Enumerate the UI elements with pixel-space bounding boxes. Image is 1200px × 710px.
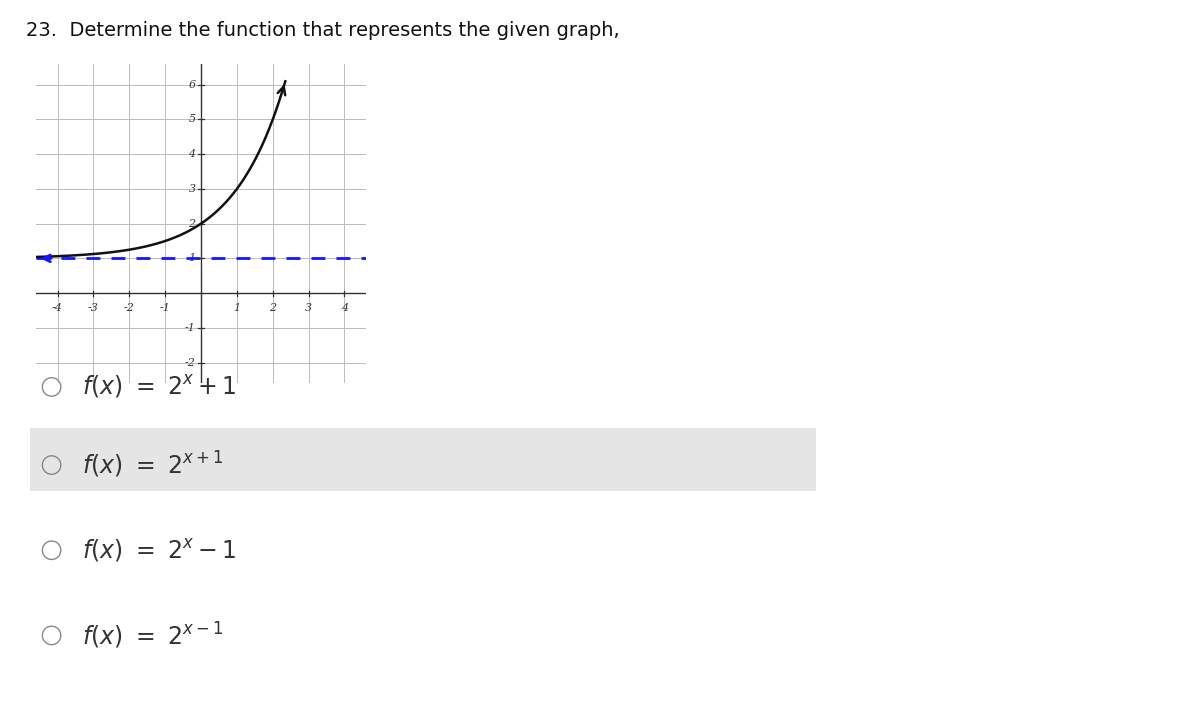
Text: 4: 4 <box>188 149 196 159</box>
Text: -3: -3 <box>88 303 98 313</box>
Text: -2: -2 <box>124 303 134 313</box>
Text: 1: 1 <box>233 303 240 313</box>
Text: 1: 1 <box>188 253 196 263</box>
Text: $\mathit{f}(\mathit{x})\ =\ 2^x + 1$: $\mathit{f}(\mathit{x})\ =\ 2^x + 1$ <box>82 373 236 400</box>
Text: $\mathit{f}(\mathit{x})\ =\ 2^{x+1}$: $\mathit{f}(\mathit{x})\ =\ 2^{x+1}$ <box>82 450 223 480</box>
Text: 3: 3 <box>305 303 312 313</box>
Text: 2: 2 <box>269 303 276 313</box>
Text: -1: -1 <box>185 323 196 333</box>
Text: 3: 3 <box>188 184 196 194</box>
Text: 2: 2 <box>188 219 196 229</box>
Text: 5: 5 <box>188 114 196 124</box>
Text: $\mathit{f}(\mathit{x})\ =\ 2^x - 1$: $\mathit{f}(\mathit{x})\ =\ 2^x - 1$ <box>82 537 236 564</box>
Text: -2: -2 <box>185 358 196 368</box>
Text: -1: -1 <box>160 303 170 313</box>
Text: 6: 6 <box>188 80 196 89</box>
Text: 4: 4 <box>341 303 348 313</box>
Text: $\mathit{f}(\mathit{x})\ =\ 2^{x-1}$: $\mathit{f}(\mathit{x})\ =\ 2^{x-1}$ <box>82 621 223 650</box>
Text: 23.  Determine the function that represents the given graph,: 23. Determine the function that represen… <box>26 21 620 40</box>
Text: -4: -4 <box>52 303 62 313</box>
